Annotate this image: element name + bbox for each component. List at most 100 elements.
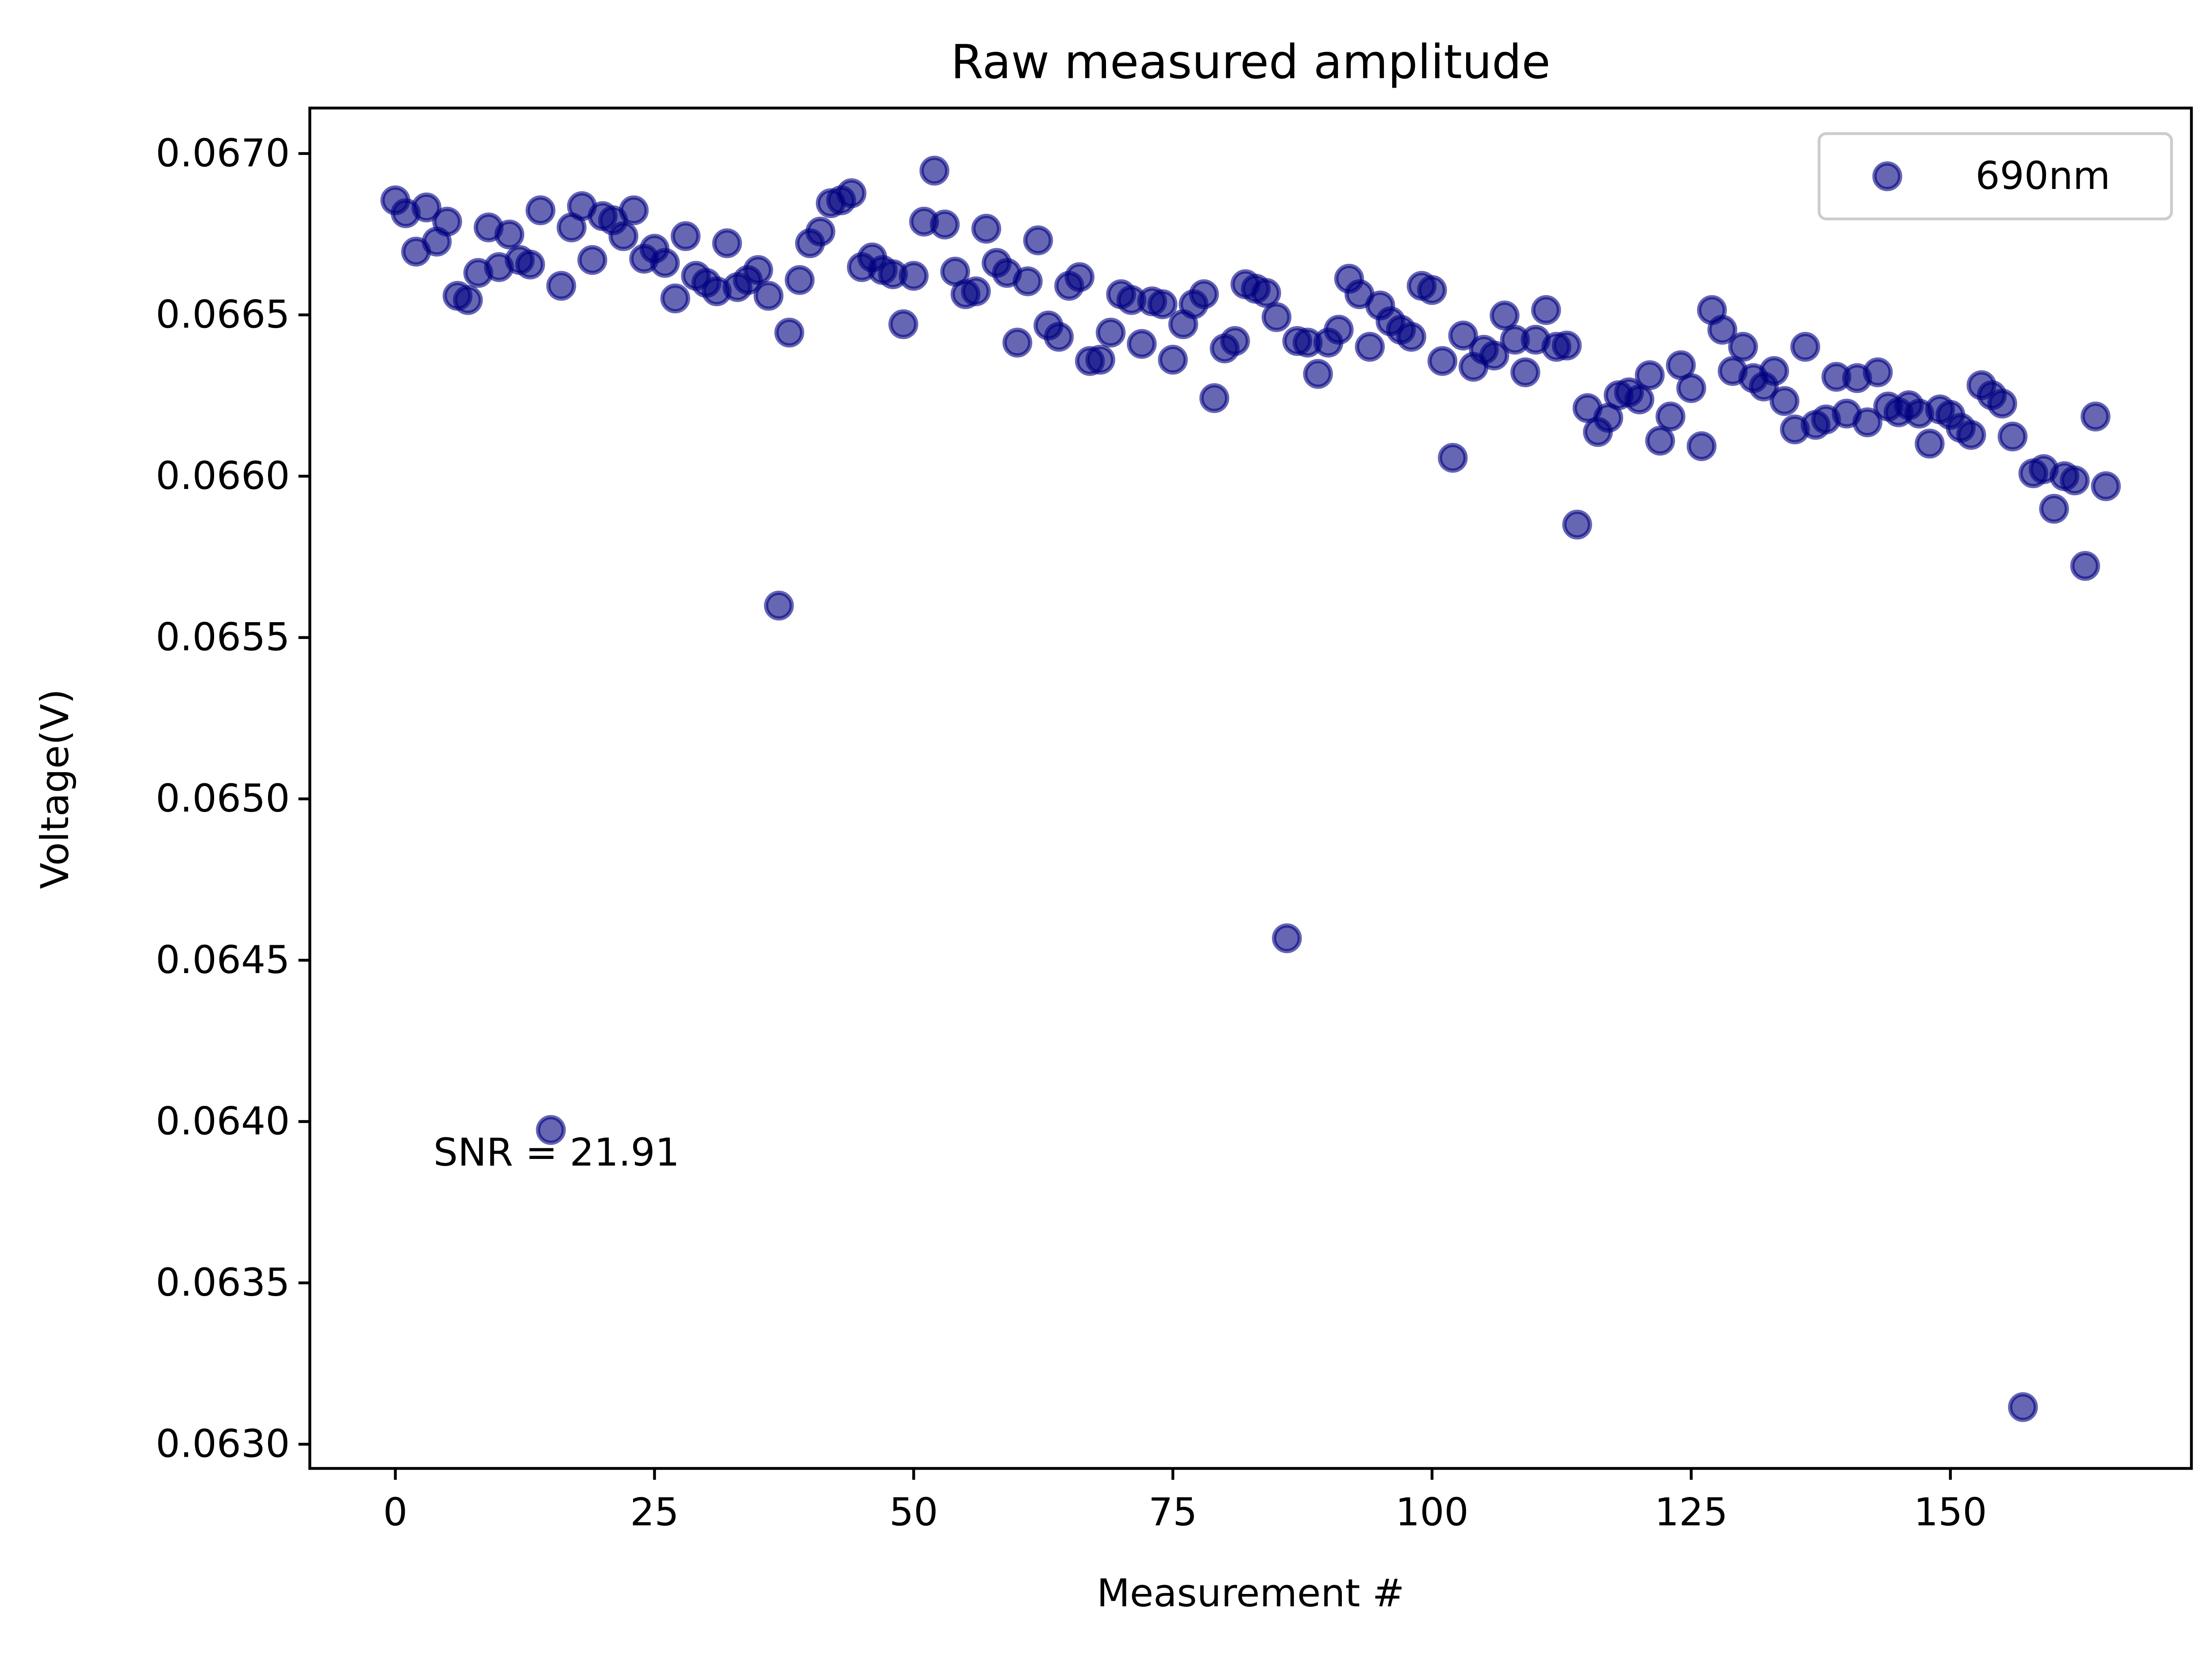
point: [1987, 389, 2017, 419]
x-tick-label: 75: [1148, 1490, 1197, 1535]
point: [836, 178, 867, 208]
point: [1417, 275, 1447, 305]
point: [764, 590, 794, 621]
y-tick-label: 0.0645: [156, 938, 290, 982]
point: [1013, 266, 1043, 296]
point: [1759, 356, 1790, 386]
x-tick-label: 150: [1914, 1490, 1987, 1535]
point: [961, 276, 991, 307]
point: [1147, 289, 1178, 319]
point: [577, 245, 607, 275]
point: [671, 221, 701, 251]
point: [1562, 509, 1592, 540]
point: [1272, 923, 1302, 954]
x-tick-label: 0: [383, 1490, 407, 1535]
point: [650, 248, 680, 278]
point: [743, 255, 773, 285]
point: [1655, 401, 1686, 431]
point: [494, 219, 525, 250]
x-tick-label: 50: [889, 1490, 938, 1535]
point: [753, 281, 783, 311]
point: [888, 309, 918, 339]
point: [2039, 494, 2069, 524]
point: [2070, 551, 2101, 581]
point: [1127, 329, 1157, 359]
legend-marker: [1872, 161, 1902, 192]
point: [1448, 320, 1479, 350]
point: [2091, 471, 2121, 501]
x-tick-label: 25: [630, 1490, 679, 1535]
point: [1189, 279, 1219, 309]
point: [1707, 315, 1737, 345]
x-tick-label: 125: [1655, 1490, 1728, 1535]
point: [1997, 421, 2028, 452]
point: [1645, 426, 1675, 456]
point: [1023, 225, 1053, 255]
point: [660, 283, 691, 314]
point: [1438, 443, 1468, 473]
point: [1915, 428, 1945, 459]
point: [1261, 302, 1292, 332]
y-tick-label: 0.0640: [156, 1099, 290, 1143]
point: [1427, 346, 1458, 376]
legend-box: [1817, 132, 2173, 220]
point: [1863, 357, 1893, 388]
point: [411, 192, 442, 223]
point: [929, 209, 960, 240]
point: [1510, 357, 1540, 388]
point: [899, 261, 929, 291]
point: [1199, 383, 1229, 413]
point: [1479, 340, 1509, 371]
point: [1531, 295, 1561, 325]
point: [1251, 278, 1281, 308]
point: [2060, 465, 2090, 496]
x-axis-label: Measurement #: [1097, 1571, 1405, 1616]
point: [1686, 431, 1717, 462]
point: [1085, 345, 1115, 375]
point: [608, 221, 638, 251]
point: [1551, 331, 1582, 361]
point: [1624, 384, 1655, 415]
point: [1635, 360, 1665, 390]
y-tick-label: 0.0660: [156, 454, 290, 498]
point: [1956, 420, 1986, 450]
point: [546, 271, 576, 301]
point: [515, 250, 545, 280]
point: [1769, 386, 1800, 416]
point: [2080, 401, 2111, 431]
point: [536, 1115, 566, 1145]
plot-frame: [308, 106, 2193, 1470]
chart-title: Raw measured amplitude: [951, 35, 1551, 89]
point: [2008, 1392, 2038, 1422]
point: [1064, 262, 1094, 292]
point: [618, 195, 649, 226]
point: [1324, 315, 1354, 345]
point: [1396, 322, 1426, 352]
y-tick-label: 0.0665: [156, 292, 290, 337]
point: [1852, 407, 1882, 438]
y-axis-label: Voltage(V): [33, 689, 77, 889]
point: [1355, 332, 1385, 362]
point: [1728, 332, 1758, 362]
point: [1790, 332, 1820, 362]
point: [971, 214, 1002, 244]
y-tick-label: 0.0650: [156, 776, 290, 821]
point: [1002, 327, 1033, 358]
y-tick-label: 0.0635: [156, 1260, 290, 1305]
point: [774, 317, 804, 348]
y-tick-label: 0.0630: [156, 1422, 290, 1466]
point: [805, 216, 836, 247]
point: [432, 207, 462, 237]
y-tick-label: 0.0670: [156, 131, 290, 176]
point: [712, 228, 742, 258]
point: [525, 195, 556, 226]
point: [1044, 322, 1074, 352]
x-tick-label: 100: [1395, 1490, 1469, 1535]
point: [919, 155, 949, 186]
y-tick-label: 0.0655: [156, 615, 290, 660]
point: [1490, 300, 1520, 331]
legend-label: 690nm: [1975, 154, 2110, 198]
point: [1095, 317, 1126, 348]
